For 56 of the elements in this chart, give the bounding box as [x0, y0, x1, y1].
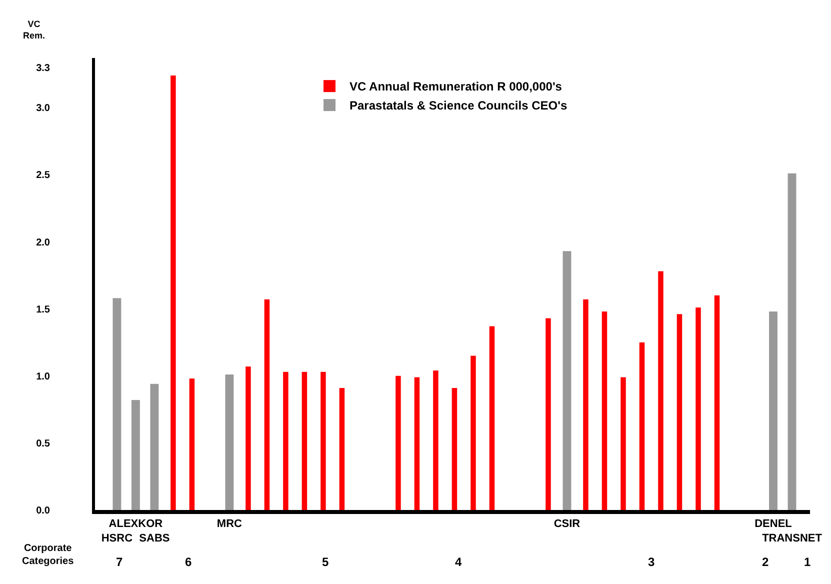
bar [414, 377, 420, 510]
legend-label: VC Annual Remuneration R 000,000's [350, 80, 562, 94]
y-tick-label: 0.0 [36, 506, 50, 516]
bar [170, 75, 176, 510]
bar [546, 318, 551, 510]
y-tick-label: 2.0 [36, 237, 50, 248]
bar [150, 384, 159, 510]
text: 5 [322, 555, 329, 569]
bar [583, 299, 588, 510]
bar [676, 314, 682, 510]
bar [189, 378, 195, 510]
bar [302, 372, 308, 510]
text: 2 [762, 555, 769, 569]
bar [788, 173, 796, 510]
y-tick-label: 3.3 [36, 62, 50, 74]
bar [470, 356, 476, 510]
x-tick-label: CSIR [554, 518, 580, 530]
text: 7 [116, 555, 123, 569]
bar [696, 307, 701, 510]
y-tick-label: 2.5 [36, 170, 50, 182]
y-tick-label: 3.0 [36, 103, 50, 114]
bar [112, 298, 122, 510]
bar [714, 295, 720, 510]
bar [396, 376, 401, 510]
bar [225, 374, 234, 510]
x-tick-label: DENEL [754, 518, 792, 530]
y-tick-label: 0.5 [36, 438, 50, 450]
x-tick-label: SABS [139, 532, 170, 544]
x-tick-label: TRANSNET [762, 532, 822, 544]
y-tick-label: 1.0 [36, 371, 50, 382]
text: 6 [185, 555, 192, 569]
bar [283, 372, 288, 510]
text: 3 [648, 555, 655, 569]
bar [264, 299, 270, 510]
bar [639, 342, 645, 510]
y-tick-label: 1.5 [36, 304, 50, 316]
bar [620, 377, 626, 510]
text: 4 [455, 555, 462, 569]
bar [452, 388, 458, 510]
x-tick-label: HSRC [101, 532, 133, 544]
x-tick-label: ALEXKOR [108, 518, 163, 530]
bar [769, 312, 778, 510]
text: 1 [804, 555, 811, 569]
y-axis-title: VC Rem. [23, 19, 46, 41]
text: Corporate Categories [22, 543, 74, 567]
bar [489, 326, 495, 510]
bar [339, 388, 345, 510]
bar [602, 312, 608, 510]
bar [658, 271, 664, 510]
bar [320, 372, 326, 510]
bar [433, 370, 438, 510]
bar [562, 251, 572, 510]
x-tick-label: MRC [216, 518, 242, 530]
bar [246, 366, 251, 510]
bar [131, 400, 140, 510]
legend-label: Parastatals & Science Councils CEO's [350, 98, 568, 113]
